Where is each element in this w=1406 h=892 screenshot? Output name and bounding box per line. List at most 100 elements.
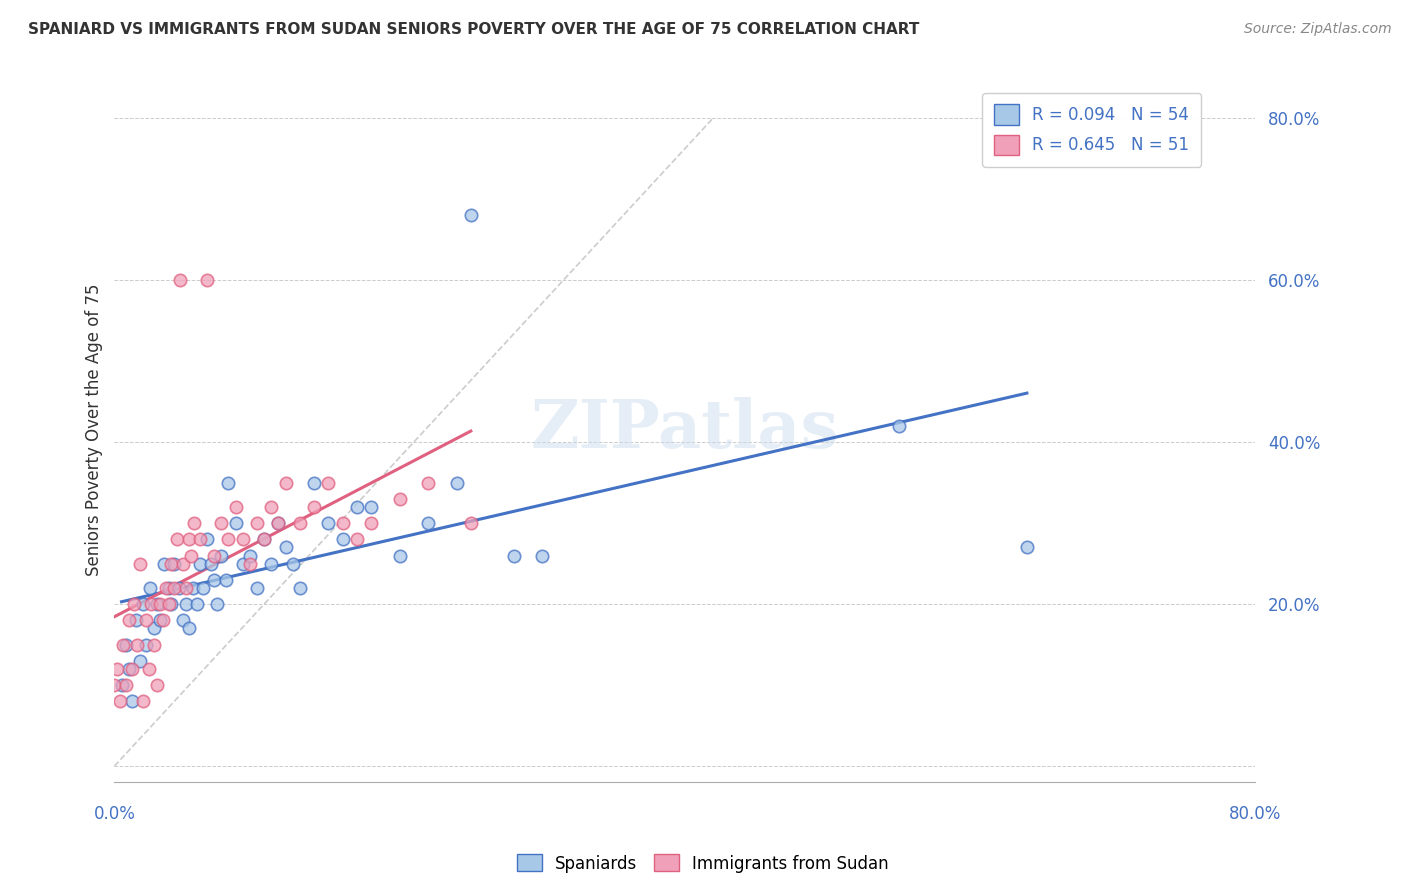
Point [332,533,354,547]
Point [260,500,283,514]
Point [166,533,188,547]
Point [205,597,228,611]
Point [260,557,283,571]
Point [460,208,482,222]
Legend: R = 0.094   N = 54, R = 0.645   N = 51: R = 0.094 N = 54, R = 0.645 N = 51 [983,93,1201,167]
Point [186,597,208,611]
Point [111,638,134,652]
Point [172,613,194,627]
Point [177,533,200,547]
Point [132,597,155,611]
Point [887,418,910,433]
Point [202,549,225,563]
Point [188,557,211,571]
Point [152,613,174,627]
Text: Source: ZipAtlas.com: Source: ZipAtlas.com [1244,22,1392,37]
Text: ZIPatlas: ZIPatlas [530,398,839,462]
Point [129,654,152,668]
Point [239,549,262,563]
Point [121,662,143,676]
Point [103,678,125,692]
Point [346,500,368,514]
Point [160,557,183,571]
Point [163,581,186,595]
Point [169,273,191,287]
Point [531,549,554,563]
Point [388,491,411,506]
Point [253,533,276,547]
Point [202,573,225,587]
Point [217,533,239,547]
Point [416,516,439,530]
Point [274,541,297,555]
Point [146,678,169,692]
Point [195,273,218,287]
Point [174,581,197,595]
Point [217,475,239,490]
Point [200,557,222,571]
Point [114,638,136,652]
Y-axis label: Seniors Poverty Over the Age of 75: Seniors Poverty Over the Age of 75 [86,284,103,576]
Point [129,557,152,571]
Point [105,662,128,676]
Point [446,475,468,490]
Point [360,516,382,530]
Point [139,581,162,595]
Point [163,557,186,571]
Point [132,694,155,708]
Point [155,581,177,595]
Point [143,638,166,652]
Point [172,557,194,571]
Point [153,557,176,571]
Point [232,557,254,571]
Point [225,500,247,514]
Point [121,694,143,708]
Point [177,622,200,636]
Legend: Spaniards, Immigrants from Sudan: Spaniards, Immigrants from Sudan [510,847,896,880]
Point [118,613,141,627]
Point [267,516,290,530]
Point [388,549,411,563]
Point [316,516,339,530]
Text: 0.0%: 0.0% [93,805,135,823]
Point [143,622,166,636]
Point [332,516,354,530]
Point [149,597,172,611]
Point [214,573,236,587]
Point [138,662,160,676]
Point [157,581,180,595]
Point [302,475,325,490]
Text: SPANIARD VS IMMIGRANTS FROM SUDAN SENIORS POVERTY OVER THE AGE OF 75 CORRELATION: SPANIARD VS IMMIGRANTS FROM SUDAN SENIOR… [28,22,920,37]
Point [124,597,146,611]
Point [188,533,211,547]
Point [416,475,439,490]
Point [288,581,311,595]
Point [160,597,183,611]
Point [146,597,169,611]
Point [125,613,148,627]
Point [110,678,132,692]
Point [180,549,202,563]
Point [183,516,205,530]
Point [253,533,276,547]
Point [267,516,290,530]
Point [302,500,325,514]
Point [149,613,172,627]
Point [127,638,149,652]
Point [209,549,232,563]
Point [167,581,190,595]
Point [141,597,163,611]
Point [460,516,482,530]
Point [114,678,136,692]
Point [246,516,269,530]
Point [135,638,157,652]
Point [1015,541,1038,555]
Point [181,581,204,595]
Point [246,581,269,595]
Point [118,662,141,676]
Point [135,613,157,627]
Point [157,597,180,611]
Point [346,533,368,547]
Point [288,516,311,530]
Point [232,533,254,547]
